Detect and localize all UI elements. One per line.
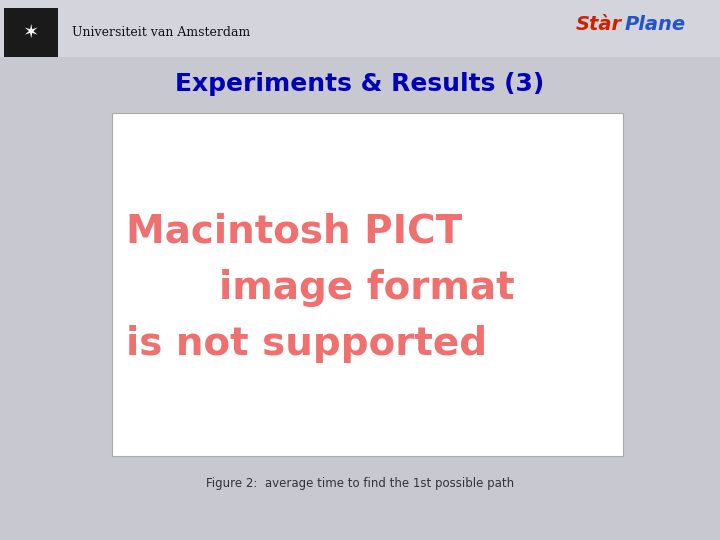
Text: Figure 2:  average time to find the 1st possible path: Figure 2: average time to find the 1st p… — [206, 477, 514, 490]
Text: image format: image format — [220, 269, 515, 307]
Text: Experiments & Results (3): Experiments & Results (3) — [176, 72, 544, 96]
Bar — [4, 8, 58, 57]
Bar — [0, 0, 720, 57]
Text: U​niversiteit ​van ​A​msterdam: U​niversiteit ​van ​A​msterdam — [72, 26, 251, 39]
Text: Stàr: Stàr — [576, 15, 622, 34]
Text: is not supported: is not supported — [126, 325, 487, 363]
Bar — [112, 113, 623, 456]
Text: Plane: Plane — [625, 15, 686, 34]
Text: ✶: ✶ — [22, 23, 39, 42]
Text: Macintosh PICT: Macintosh PICT — [126, 212, 462, 251]
